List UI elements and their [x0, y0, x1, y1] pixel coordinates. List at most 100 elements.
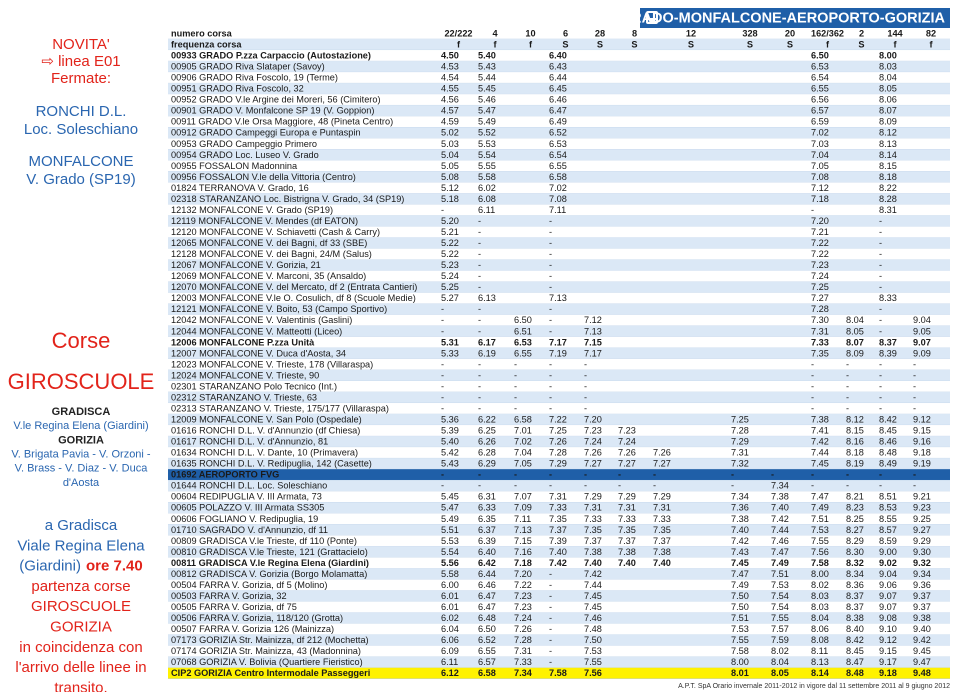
departure-time: 6.40	[478, 547, 496, 557]
departure-time: -	[441, 370, 444, 380]
departure-time: -	[913, 359, 916, 369]
departure-time: -	[584, 381, 587, 391]
departure-time: 6.28	[478, 448, 496, 458]
departure-time: 7.29	[584, 492, 602, 502]
departure-time: 7.37	[584, 536, 602, 546]
run-number: 28	[595, 28, 605, 38]
departure-time: 5.24	[441, 271, 459, 281]
departure-time: 6.53	[549, 139, 567, 149]
departure-time: 8.02	[811, 580, 829, 590]
run-number: 162/362	[811, 28, 844, 38]
departure-time: -	[846, 470, 849, 480]
connection-text: a Gradisca	[45, 517, 118, 534]
departure-time: 8.33	[879, 293, 897, 303]
stop-name: 12128 MONFALCONE V. dei Bagni, 24/M (Sal…	[171, 249, 372, 259]
departure-time: 6.11	[441, 657, 458, 667]
departure-time: 8.14	[879, 150, 897, 160]
departure-time: 6.17	[478, 337, 496, 347]
row-background	[168, 193, 950, 205]
row-background	[168, 568, 950, 580]
departure-time: -	[618, 481, 621, 491]
stop-name: 12070 MONFALCONE V. del Mercato, df 2 (E…	[171, 282, 417, 292]
stop-name: 12009 MONFALCONE V. San Polo (Ospedale)	[171, 415, 362, 425]
row-background	[168, 590, 950, 602]
stop-name: 02313 STARANZANO V. Trieste, 175/177 (Vi…	[171, 403, 389, 413]
connection-text: GORIZIA	[50, 618, 112, 635]
departure-time: 7.15	[584, 337, 602, 347]
departure-time: 8.09	[846, 348, 864, 358]
departure-time: 5.18	[441, 194, 459, 204]
departure-time: -	[441, 304, 444, 314]
departure-time: 8.04	[846, 315, 864, 325]
departure-time: 7.53	[771, 580, 789, 590]
departure-time: 7.28	[731, 426, 749, 436]
departure-time: 7.55	[771, 613, 789, 623]
stop-name: 00809 GRADISCA V.le Trieste, df 110 (Pon…	[171, 536, 357, 546]
departure-time: 8.05	[879, 84, 897, 94]
stop-name: V. Grado (SP19)	[26, 171, 136, 188]
corse-heading: Corse	[52, 328, 111, 353]
connection-text: (Giardini)	[19, 558, 81, 575]
run-frequency: f	[826, 39, 830, 49]
departure-time: 7.40	[771, 503, 789, 513]
departure-time: 5.47	[478, 106, 496, 116]
departure-time: 9.07	[913, 337, 931, 347]
departure-time: 7.28	[549, 448, 567, 458]
departure-time: -	[549, 613, 552, 623]
connection-text: transito.	[54, 679, 107, 692]
departure-time: 9.25	[913, 514, 931, 524]
departure-time: 5.25	[441, 282, 459, 292]
departure-time: 8.37	[846, 591, 864, 601]
departure-time: 8.09	[879, 117, 897, 127]
departure-time: 7.58	[811, 558, 829, 568]
row-background	[168, 414, 950, 426]
row-background	[168, 248, 950, 260]
departure-time: 7.54	[771, 591, 789, 601]
connection-line: GIROSCUOLE	[31, 598, 131, 615]
departure-time: -	[549, 657, 552, 667]
departure-time: 6.13	[478, 293, 496, 303]
route-line: V. Brigata Pavia - V. Orzoni -	[11, 449, 151, 461]
departure-time: -	[514, 481, 517, 491]
departure-time: 9.15	[879, 646, 897, 656]
departure-time: -	[584, 370, 587, 380]
departure-time: 7.12	[811, 183, 829, 193]
departure-time: 7.42	[584, 569, 602, 579]
departure-time: 6.02	[441, 613, 459, 623]
departure-time: 7.34	[514, 668, 533, 678]
departure-time: 7.33	[811, 337, 829, 347]
stop-name: 00933 GRADO P.zza Carpaccio (Autostazion…	[171, 51, 371, 61]
departure-time: -	[879, 238, 882, 248]
run-number: 20	[785, 28, 795, 38]
departure-time: 8.04	[771, 657, 789, 667]
departure-time: 7.28	[811, 304, 829, 314]
connection-text: partenza corse	[31, 578, 130, 595]
departure-time: 7.31	[731, 448, 749, 458]
departure-time: 9.04	[913, 315, 931, 325]
departure-time: -	[913, 403, 916, 413]
departure-time: 7.20	[514, 569, 532, 579]
route-line: V.le Regina Elena (Giardini)	[13, 420, 148, 432]
run-frequency: f	[529, 39, 533, 49]
departure-time: -	[879, 260, 882, 270]
departure-time: 9.37	[913, 602, 931, 612]
departure-time: -	[584, 403, 587, 413]
row-background	[168, 391, 950, 404]
departure-time: -	[514, 359, 517, 369]
departure-time: 7.54	[771, 602, 789, 612]
departure-time: -	[441, 359, 444, 369]
departure-time: 7.27	[811, 293, 829, 303]
stop-name: 01634 RONCHI D.L. V. Dante, 10 (Primaver…	[171, 448, 358, 458]
departure-time: 7.38	[584, 547, 602, 557]
run-number: 10	[525, 28, 535, 38]
departure-time: 6.58	[514, 415, 532, 425]
departure-time: -	[514, 470, 517, 480]
departure-time: 7.30	[811, 315, 829, 325]
departure-time: 7.50	[584, 635, 602, 645]
departure-time: 8.00	[879, 51, 897, 61]
departure-time: 5.39	[441, 426, 459, 436]
departure-time: 9.42	[913, 635, 931, 645]
run-frequency: f	[493, 39, 497, 49]
departure-time: 8.03	[811, 591, 829, 601]
departure-time: -	[478, 249, 481, 259]
